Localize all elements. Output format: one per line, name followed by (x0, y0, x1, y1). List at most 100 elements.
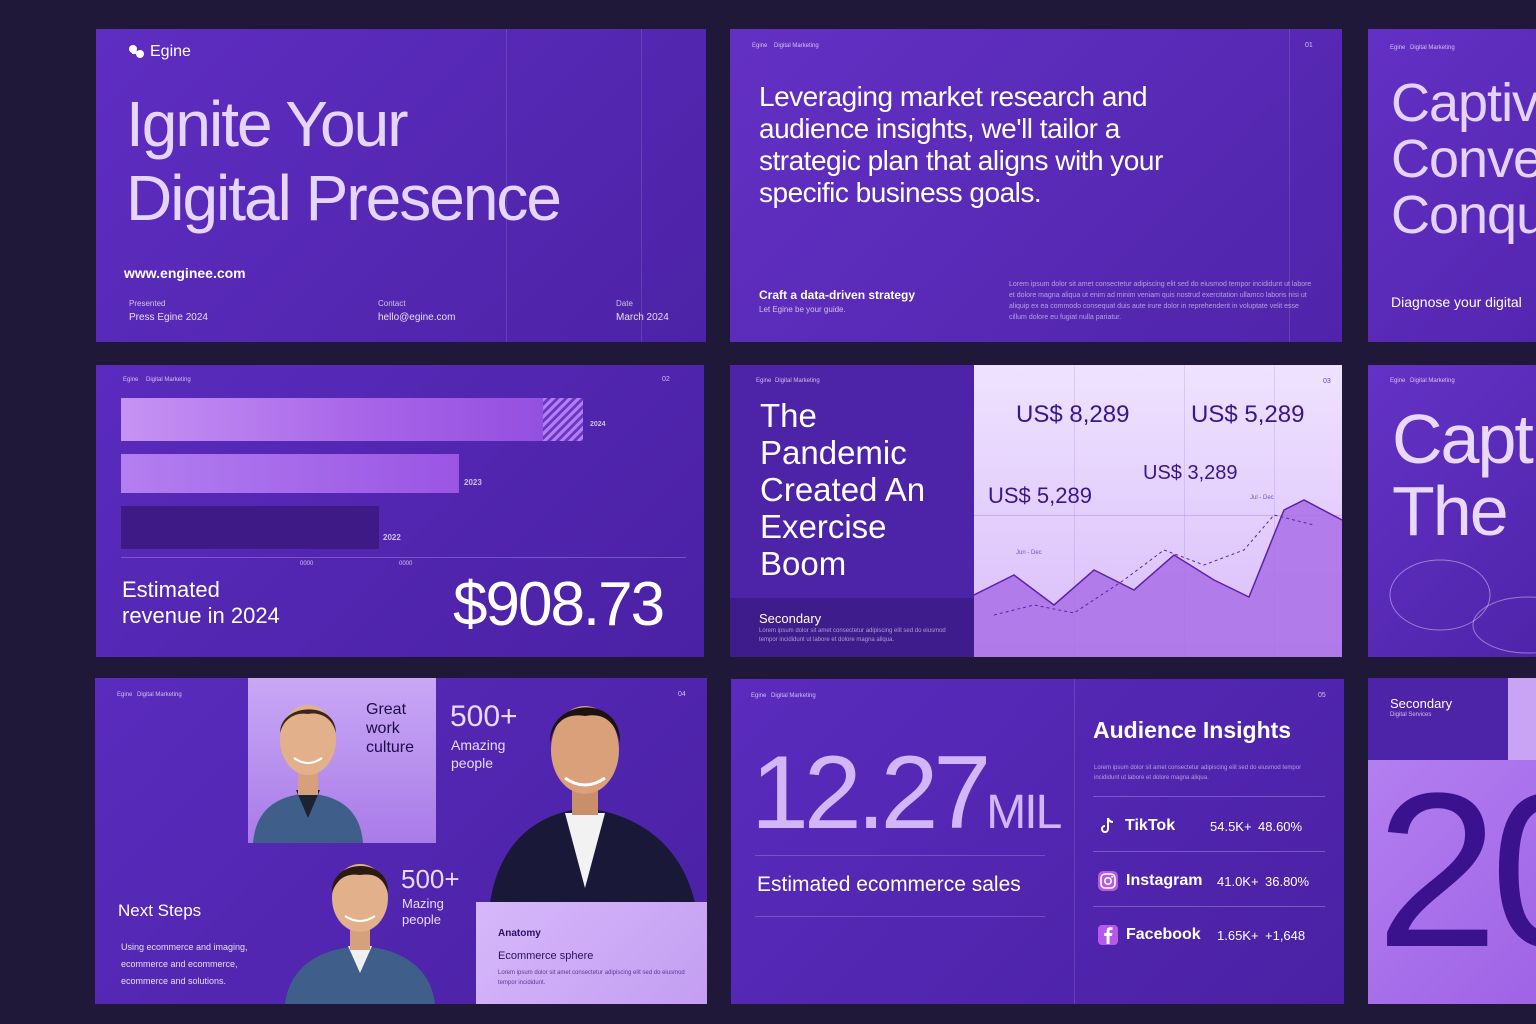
social-followers: 1.65K+ (1217, 927, 1259, 943)
grid-line (974, 515, 1342, 516)
social-row-tiktok[interactable]: TikTok 54.5K+ 48.60% (1097, 814, 1325, 838)
photo-card-1: Great work culture (248, 678, 436, 843)
secondary-title: Secondary (759, 611, 822, 626)
heading-line: Created An (760, 471, 926, 508)
value-1: US$ 8,289 (1016, 401, 1130, 428)
secondary-panel (730, 598, 974, 657)
culture-line: Great (366, 701, 407, 718)
grid-line (1274, 365, 1275, 657)
heading-line: Captivate (1391, 73, 1536, 133)
heading-line: Exercise (760, 508, 887, 545)
person-photo (285, 864, 435, 1004)
heading-line: Convert (1391, 129, 1536, 189)
brand-name: Egine (1390, 378, 1406, 384)
info-card: Anatomy Ecommerce sphere Lorem ipsum dol… (476, 902, 707, 1004)
slide-pandemic[interactable]: Egine Digital Marketing The Pandemic Cre… (730, 365, 1342, 657)
slide-heading: Capt The (1392, 403, 1534, 547)
slide-team[interactable]: Egine Digital Marketing 04 Great work cu… (95, 678, 707, 1004)
grid-line (506, 29, 507, 342)
slide-revenue[interactable]: Egine Digital Marketing 02 2024 2023 202… (96, 365, 704, 657)
value-4: US$ 5,289 (988, 483, 1092, 508)
big-number-panel: 20 (1368, 750, 1536, 1004)
page-number: 05 (1318, 692, 1326, 699)
page-number: 03 (1323, 378, 1331, 385)
slide-tag: Digital Marketing (775, 378, 820, 384)
bar-label: 2023 (464, 478, 482, 487)
big-number: 20 (1376, 747, 1536, 993)
quote-text: Leveraging market research and audience … (759, 81, 1163, 209)
social-rate: +1,648 (1265, 927, 1306, 943)
website-link[interactable]: www.enginee.com (124, 265, 246, 281)
chart-tag: Jul - Dec (1250, 495, 1274, 501)
social-row-instagram[interactable]: Instagram 41.0K+ 36.80% (1097, 869, 1325, 893)
slide-tag: Digital Marketing (137, 692, 182, 698)
area-chart (974, 499, 1342, 657)
brand-name: Egine (150, 43, 191, 60)
quote-line: audience insights, we'll tailor a (759, 113, 1120, 144)
heading-line: Conquer (1391, 185, 1536, 245)
stat-value: 500+ (401, 864, 460, 894)
culture-text: Great work culture (366, 700, 414, 757)
slide-quote[interactable]: Egine Digital Marketing 01 Leveraging ma… (730, 29, 1342, 342)
slide-title[interactable]: Egine Ignite Your Digital Presence www.e… (96, 29, 706, 342)
heading-line: Boom (760, 545, 847, 582)
social-followers: 54.5K+ (1210, 818, 1252, 834)
bar-label: 2022 (383, 533, 401, 542)
brand-name: Egine (756, 378, 772, 384)
meta-label: Contact (378, 299, 406, 308)
divider (755, 916, 1045, 917)
bar-label: 2024 (590, 421, 606, 428)
culture-line: work (366, 720, 400, 737)
slide-capture[interactable]: Egine Digital Marketing Capt The (1368, 365, 1536, 657)
big-unit: MIL (986, 786, 1062, 839)
quote-line: Leveraging market research and (759, 81, 1148, 112)
meta-label: Date (616, 299, 633, 308)
stat-value: 500+ (450, 700, 518, 733)
big-stat: 12.27 MIL (751, 734, 1062, 853)
body-text: Lorem ipsum dolor sit amet consectetur a… (1009, 281, 1312, 321)
card-title: Anatomy (498, 928, 541, 939)
brand-name: Egine (1390, 45, 1406, 51)
person-photo (253, 705, 363, 843)
value-3: US$ 3,289 (1143, 462, 1238, 484)
social-row-facebook[interactable]: Facebook 1.65K+ +1,648 (1097, 923, 1325, 947)
meta-value: hello@egine.com (378, 312, 456, 323)
secondary-title: Secondary (1390, 696, 1453, 711)
secondary-text: Lorem ipsum dolor sit amet consectetur a… (759, 628, 946, 643)
stat-label: Amazing people (451, 736, 505, 772)
chart-panel: 03 US$ 8,289 US$ 5,289 US$ 3,289 US$ 5,2… (974, 365, 1342, 657)
value-2: US$ 5,289 (1191, 401, 1305, 428)
grid-line (1289, 29, 1290, 342)
slide-tag: Digital Marketing (1410, 45, 1455, 51)
social-name: Instagram (1126, 872, 1203, 889)
next-steps-line: Using ecommerce and imaging, (121, 942, 248, 952)
brand-name: Egine (751, 693, 767, 699)
stat-label-line: people (451, 755, 494, 771)
title-line: Digital Presence (126, 162, 562, 234)
social-name: Facebook (1126, 926, 1201, 943)
heading-line: The (760, 397, 817, 434)
axis-line (121, 557, 686, 558)
brand-name: Egine (752, 43, 768, 49)
slide-tag: Digital Marketing (774, 43, 819, 49)
slide-audience[interactable]: Egine Digital Marketing 05 12.27 MIL Est… (731, 679, 1344, 1004)
page-number: 01 (1305, 42, 1313, 49)
stat-label: Mazing people (402, 896, 444, 928)
facebook-icon (1098, 925, 1118, 945)
revenue-label-line: Estimated (122, 577, 220, 602)
slide-heading: The Pandemic Created An Exercise Boom (760, 397, 925, 582)
slide-secondary[interactable]: Secondary Digital Services 20 (1368, 678, 1536, 1004)
brand-logo: Egine (128, 43, 191, 61)
divider (755, 855, 1045, 856)
slide-title-heading: Ignite Your Digital Presence (126, 87, 562, 235)
next-steps-text: Using ecommerce and imaging, ecommerce a… (121, 939, 248, 990)
card-text: Lorem ipsum dolor sit amet consectetur a… (498, 970, 685, 986)
slide-captivate[interactable]: Egine Digital Marketing Captivate Conver… (1368, 29, 1536, 342)
secondary-sub: Digital Services (1390, 712, 1432, 718)
slide-tag: Digital Marketing (1410, 378, 1455, 384)
divider (1093, 851, 1325, 852)
bar-2024-hatch (543, 398, 583, 441)
grid-line (1184, 365, 1185, 657)
insights-title: Audience Insights (1093, 717, 1292, 743)
sub-title: Craft a data-driven strategy (759, 288, 916, 302)
